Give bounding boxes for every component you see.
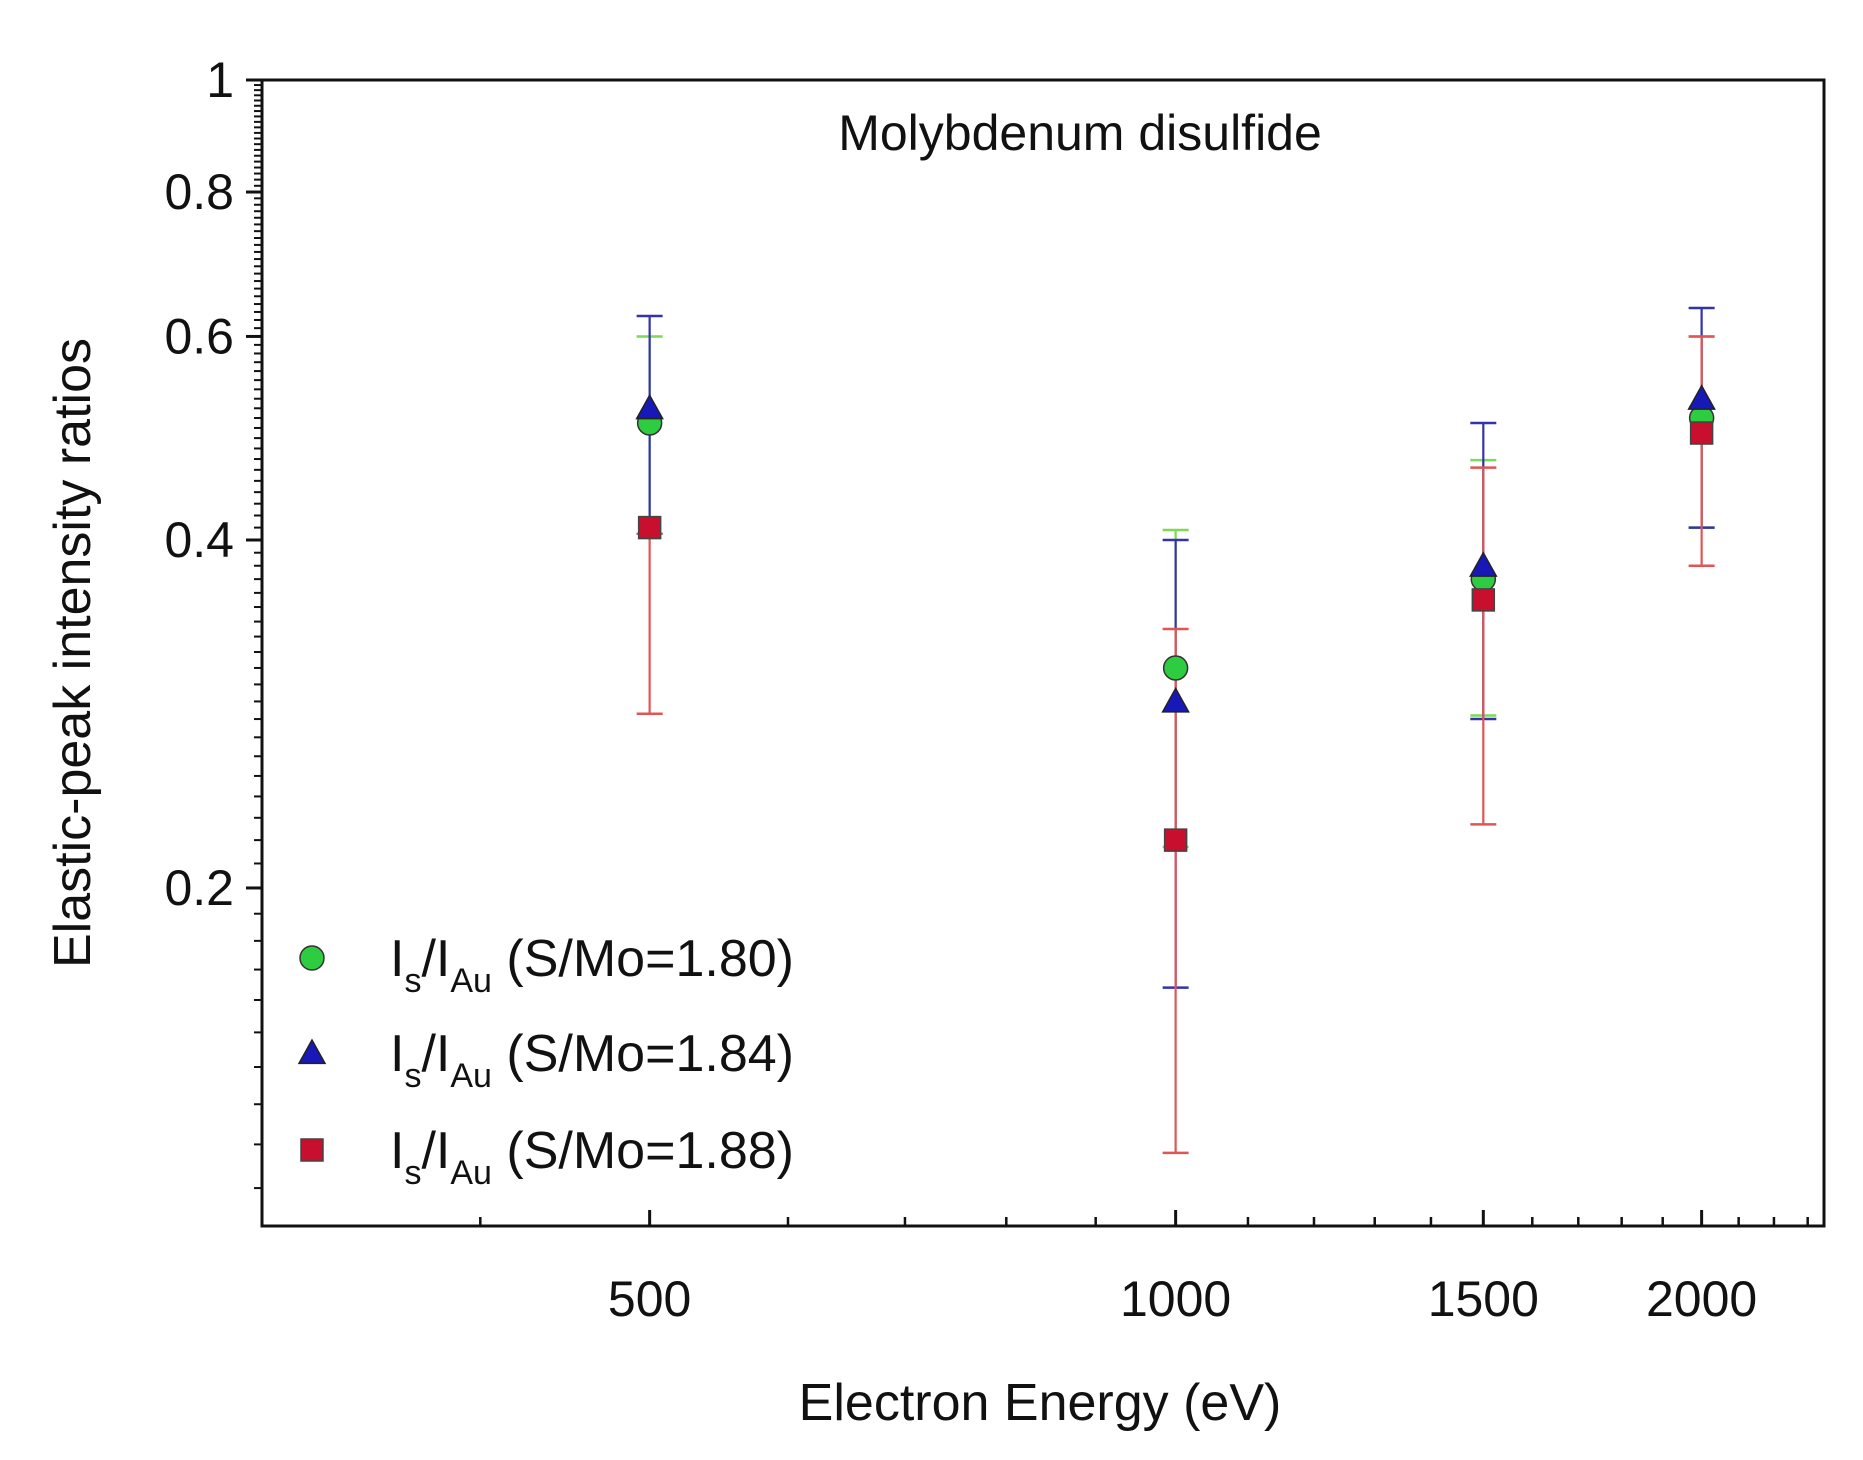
legend-text-post: (S/Mo=1.84)	[492, 1025, 794, 1083]
legend-text-mid: /I	[421, 1025, 450, 1083]
y-tick-label: 0.8	[164, 164, 234, 220]
legend-label: Is/IAu (S/Mo=1.84)	[390, 1025, 794, 1095]
legend-label: Is/IAu (S/Mo=1.88)	[390, 1122, 794, 1192]
legend-text-pre: I	[390, 1122, 404, 1180]
data-point-square	[1689, 421, 1714, 445]
legend-text-post: (S/Mo=1.80)	[492, 930, 794, 988]
legend-text-mid: /I	[421, 930, 450, 988]
y-tick-label: 0.4	[164, 512, 234, 568]
ticks-layer: 500 1000 1500 2000 0.2 0.4 0.6 0.8 1	[164, 52, 1809, 1327]
data-point-triangle	[1469, 551, 1498, 577]
y-tick-label: 0.2	[164, 860, 234, 916]
y-tick-label: 0.6	[164, 308, 234, 364]
y-tick-label: 1	[206, 52, 234, 108]
data-point-square	[1471, 588, 1496, 612]
legend-text-sub1: s	[404, 1154, 421, 1192]
x-tick-label: 1000	[1120, 1271, 1231, 1327]
x-tick-label: 500	[608, 1271, 691, 1327]
legend-text-sub1: s	[404, 1057, 421, 1095]
legend-marker-square	[300, 1138, 324, 1162]
legend-text-post: (S/Mo=1.88)	[492, 1122, 794, 1180]
legend-text-sub2: Au	[450, 962, 492, 1000]
data-point-triangle	[1161, 686, 1190, 713]
legend-marker-triangle	[297, 1038, 327, 1065]
legend: Is/IAu (S/Mo=1.80)Is/IAu (S/Mo=1.84)Is/I…	[297, 930, 794, 1192]
markers-layer	[635, 384, 1716, 852]
legend-text-sub1: s	[404, 962, 421, 1000]
data-point-circle	[1162, 655, 1189, 681]
x-tick-label: 2000	[1646, 1271, 1757, 1327]
legend-label: Is/IAu (S/Mo=1.80)	[390, 930, 794, 1000]
legend-text-sub2: Au	[450, 1057, 492, 1095]
data-point-square	[637, 515, 662, 540]
y-axis-label: Elastic-peak intensity ratios	[44, 338, 102, 968]
legend-text-pre: I	[390, 930, 404, 988]
x-tick-label: 1500	[1428, 1271, 1539, 1327]
data-point-triangle	[1687, 384, 1716, 410]
chart-title: Molybdenum disulfide	[838, 105, 1322, 161]
legend-marker-circle	[299, 945, 325, 971]
errorbars-layer	[636, 306, 1715, 1155]
data-point-square	[1163, 828, 1188, 852]
data-point-triangle	[635, 393, 664, 420]
legend-text-pre: I	[390, 1025, 404, 1083]
legend-text-mid: /I	[421, 1122, 450, 1180]
x-axis-label: Electron Energy (eV)	[799, 1374, 1282, 1432]
legend-text-sub2: Au	[450, 1154, 492, 1192]
